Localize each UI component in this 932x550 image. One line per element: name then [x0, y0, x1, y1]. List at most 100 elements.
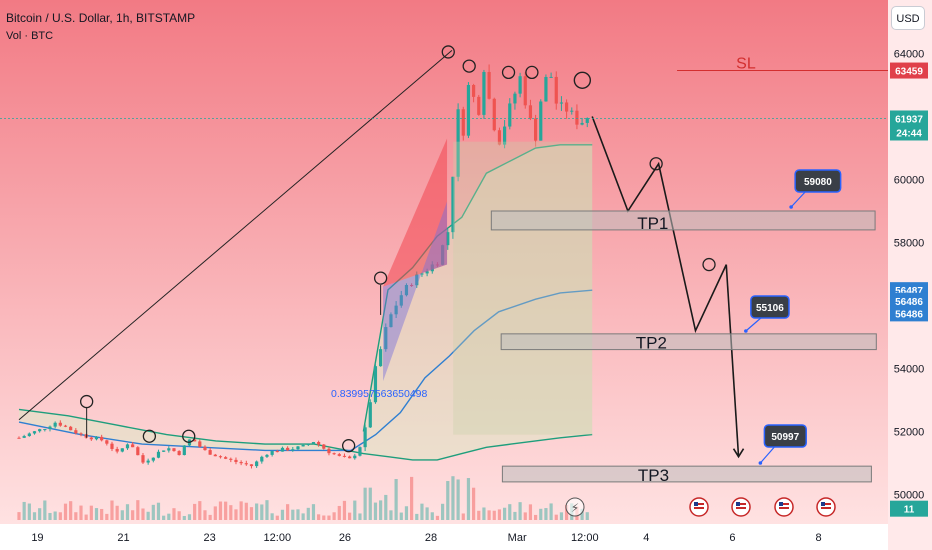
- candle-body: [177, 451, 181, 456]
- volume-bar: [203, 510, 207, 520]
- volume-bar: [27, 503, 31, 520]
- price-axis-tag[interactable]: [890, 62, 928, 79]
- volume-bar: [389, 510, 393, 520]
- flag-stripe: [694, 507, 704, 509]
- candle-body: [466, 85, 471, 136]
- volume-bar: [213, 506, 217, 520]
- volume-bar: [410, 476, 414, 520]
- candle-body: [115, 448, 119, 452]
- volume-bar: [461, 513, 465, 520]
- pivot-marker[interactable]: [80, 394, 94, 409]
- candle-body: [265, 454, 269, 457]
- volume-bar: [270, 513, 274, 520]
- candle-body: [275, 451, 279, 453]
- candle-body: [368, 402, 372, 428]
- projection-path[interactable]: [591, 116, 728, 334]
- candle-body: [337, 454, 341, 456]
- volume-bar: [224, 501, 228, 520]
- price-axis-background[interactable]: [888, 0, 932, 550]
- pivot-marker[interactable]: [142, 429, 157, 443]
- volume-bar: [353, 500, 357, 520]
- candle-body: [373, 366, 378, 403]
- pivot-marker[interactable]: [373, 271, 388, 285]
- candle-body: [477, 96, 481, 115]
- projection-area: [453, 141, 593, 435]
- pivot-marker[interactable]: [573, 71, 592, 89]
- candle-body: [224, 457, 228, 459]
- volume-bar: [296, 509, 300, 520]
- price-axis-tag[interactable]: [890, 500, 928, 517]
- candle-body: [167, 448, 171, 451]
- pivot-marker[interactable]: [649, 157, 663, 171]
- candle-body: [461, 109, 465, 136]
- target-zone-tp1[interactable]: [490, 210, 876, 231]
- time-axis-background[interactable]: [0, 524, 888, 550]
- candle-body: [420, 273, 424, 275]
- candle-body: [270, 451, 274, 455]
- flag-canton: [736, 502, 740, 506]
- candle-body: [472, 85, 476, 97]
- pivot-marker[interactable]: [182, 429, 196, 443]
- candle-body: [508, 103, 512, 127]
- price-axis-tag[interactable]: [890, 292, 928, 309]
- flash-icon[interactable]: [565, 497, 585, 517]
- price-axis-tag[interactable]: [890, 110, 928, 141]
- pivot-marker[interactable]: [341, 439, 356, 453]
- volume-bar: [435, 515, 440, 520]
- volume-bar: [218, 501, 223, 520]
- candle-body: [260, 456, 264, 462]
- volume-bar: [441, 503, 445, 520]
- projection-arrow-shaft: [725, 264, 740, 457]
- price-callout-pointer: [745, 317, 762, 332]
- volume-bar: [539, 508, 543, 520]
- price-callout-text: 59080: [804, 177, 832, 188]
- currency-button[interactable]: USD: [891, 6, 925, 30]
- volume-bar: [74, 512, 78, 520]
- pivot-marker[interactable]: [501, 65, 516, 80]
- volume-bar: [363, 487, 367, 520]
- candle-body: [306, 444, 310, 446]
- price-callout[interactable]: [794, 169, 842, 193]
- candle-body: [518, 76, 522, 94]
- volume-bar: [585, 512, 589, 520]
- candle-body: [399, 295, 403, 306]
- volume-bar: [255, 503, 259, 520]
- pivot-marker[interactable]: [441, 45, 455, 59]
- pivot-marker[interactable]: [702, 257, 716, 272]
- candle-body: [182, 445, 186, 456]
- volume-bar: [317, 514, 321, 520]
- price-callout[interactable]: [750, 295, 790, 319]
- volume-bar: [187, 514, 192, 520]
- trendline[interactable]: [18, 49, 453, 421]
- price-axis-tag[interactable]: [890, 305, 928, 322]
- volume-bar: [182, 515, 186, 520]
- symbol-title: Bitcoin / U.S. Dollar, 1h, BITSTAMP: [6, 11, 196, 25]
- price-callout[interactable]: [763, 424, 807, 448]
- fib-annotation: 0.839957563650498: [331, 388, 428, 400]
- candle-body: [218, 456, 223, 458]
- volume-bar: [172, 508, 176, 520]
- volume-bar: [229, 505, 233, 520]
- candle-body: [22, 436, 26, 438]
- volume-bar: [394, 479, 398, 520]
- target-label-tp2: TP2: [636, 334, 667, 353]
- volume-bar: [528, 504, 533, 520]
- candle-body: [575, 110, 579, 125]
- volume-bar: [131, 510, 135, 520]
- volume-bar: [508, 504, 512, 520]
- candle-body: [358, 447, 362, 456]
- volume-bar: [244, 502, 248, 520]
- target-zone-tp2[interactable]: [500, 333, 877, 351]
- candle-body: [544, 76, 548, 102]
- candle-body: [125, 444, 130, 449]
- volume-legend: Vol · BTC: [6, 30, 54, 42]
- volume-bar: [48, 512, 52, 520]
- pivot-marker[interactable]: [462, 59, 476, 73]
- volume-bar: [275, 515, 279, 520]
- flag-stripe: [821, 507, 831, 509]
- pivot-marker[interactable]: [525, 65, 539, 80]
- volume-bar: [477, 510, 481, 520]
- candle-body: [229, 458, 233, 460]
- target-zone-tp3[interactable]: [501, 465, 872, 483]
